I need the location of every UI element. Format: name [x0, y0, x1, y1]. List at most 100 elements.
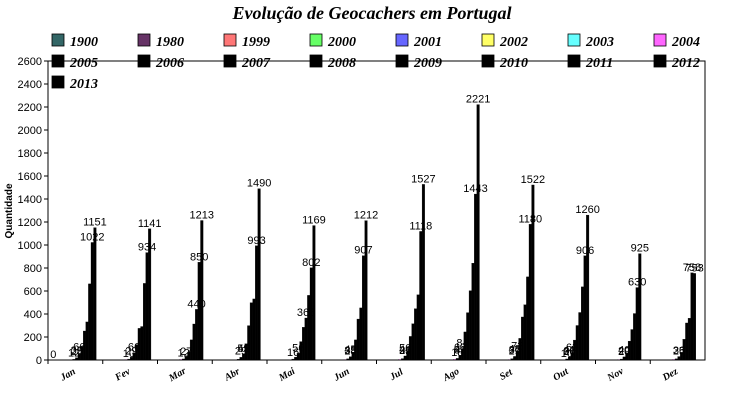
bar [88, 283, 92, 361]
data-label: 36 [673, 345, 685, 357]
legend-swatch [137, 33, 151, 47]
data-label: 25 [673, 346, 685, 358]
data-label: 906 [576, 245, 594, 257]
data-label: 63 [566, 342, 578, 354]
x-category-label: Set [498, 366, 516, 383]
legend-entry: 2006 [155, 56, 184, 71]
bar [638, 253, 642, 361]
bar [255, 245, 258, 361]
bar [411, 323, 415, 361]
y-tick-label: 600 [24, 286, 42, 298]
data-label: 45 [344, 344, 356, 356]
data-label: 1118 [409, 220, 432, 232]
bar [239, 357, 243, 361]
x-category-label: Abr [222, 366, 242, 384]
data-label: 29 [618, 346, 630, 358]
bar [197, 262, 201, 361]
legend-swatch [567, 33, 581, 47]
data-labels-layer: 0 122533661151102210296611419341227440850… [50, 94, 703, 361]
x-category-label: Dez [660, 366, 680, 384]
bars-layer [70, 104, 696, 361]
bar [421, 184, 425, 361]
bar [249, 302, 253, 361]
y-tick-label: 1400 [18, 194, 42, 206]
bar [419, 231, 423, 361]
bar [398, 359, 402, 361]
legend-entry: 2005 [69, 56, 98, 71]
bar [474, 193, 477, 361]
data-label: 753 [685, 262, 703, 274]
legend-entry: 2013 [69, 77, 98, 92]
data-label: 18 [451, 347, 463, 359]
data-label: 33 [71, 345, 83, 357]
bar [693, 273, 696, 361]
data-label: 26 [563, 346, 575, 358]
y-tick-label: 800 [24, 263, 42, 275]
bar [307, 295, 311, 361]
data-label: 12 [177, 348, 189, 360]
bar [416, 294, 420, 361]
bar [453, 359, 457, 361]
data-label: 925 [631, 243, 649, 255]
bar [312, 225, 316, 361]
data-label: 10 [561, 348, 573, 360]
data-label: 802 [302, 257, 320, 269]
bar [90, 242, 94, 361]
legend-entry: 2008 [327, 56, 356, 71]
bar [401, 358, 405, 361]
bar [586, 214, 590, 361]
bar [414, 308, 418, 361]
bar [148, 228, 152, 361]
bar [476, 104, 480, 361]
data-label: 907 [354, 245, 372, 257]
legend-entry: 2007 [241, 56, 271, 71]
data-label: 993 [247, 235, 265, 247]
bar [581, 286, 584, 361]
legend-swatch [51, 33, 65, 47]
legend-entry: 1900 [70, 35, 98, 50]
data-label: 758 [683, 262, 701, 274]
legend-swatch [309, 33, 323, 47]
data-label: 27 [180, 346, 192, 358]
bar [620, 358, 624, 361]
bar [468, 290, 472, 361]
data-label: 1151 [83, 217, 107, 229]
x-category-label: Out [551, 366, 571, 384]
data-label: 84 [456, 338, 468, 350]
data-label: 1527 [411, 173, 435, 185]
y-tick-label: 400 [24, 309, 42, 321]
y-tick-label: 1800 [18, 148, 42, 160]
data-label: 25 [399, 345, 411, 357]
data-label: 66 [73, 341, 85, 353]
bar [361, 255, 365, 361]
data-label: 53 [237, 343, 249, 355]
bar [521, 316, 524, 361]
data-label: 60 [454, 342, 466, 354]
bar [291, 358, 295, 361]
bar [140, 326, 144, 361]
bar [364, 220, 368, 361]
bar [195, 309, 199, 361]
legend-entry: 2011 [585, 56, 613, 71]
data-label: 12 [68, 348, 80, 360]
data-label: 16 [287, 347, 299, 359]
data-label: 20 [618, 346, 630, 358]
legend-entry: 2002 [499, 35, 528, 50]
legend-entry: 2001 [413, 35, 442, 50]
data-label: 1169 [302, 215, 326, 227]
y-tick-label: 1600 [18, 171, 42, 183]
bar [526, 276, 530, 361]
x-axis: Jan Fev Mar Abr Mai Jun Jul Ago Set Out Nov Dez [47, 360, 680, 385]
data-label: 29 [509, 345, 521, 357]
x-category-label: Mar [166, 366, 188, 385]
bar [93, 227, 97, 361]
legend: 1900 1980 1999 2000 2001 2002 2003 2004 2005 2006… [51, 33, 700, 92]
x-category-label: Fev [113, 366, 133, 384]
data-label: 1212 [354, 210, 378, 222]
data-label: 1180 [518, 213, 542, 225]
bar [85, 321, 89, 361]
legend-entry: 2003 [585, 35, 614, 50]
data-label: 0 [50, 349, 56, 361]
data-label: 1141 [138, 218, 162, 230]
